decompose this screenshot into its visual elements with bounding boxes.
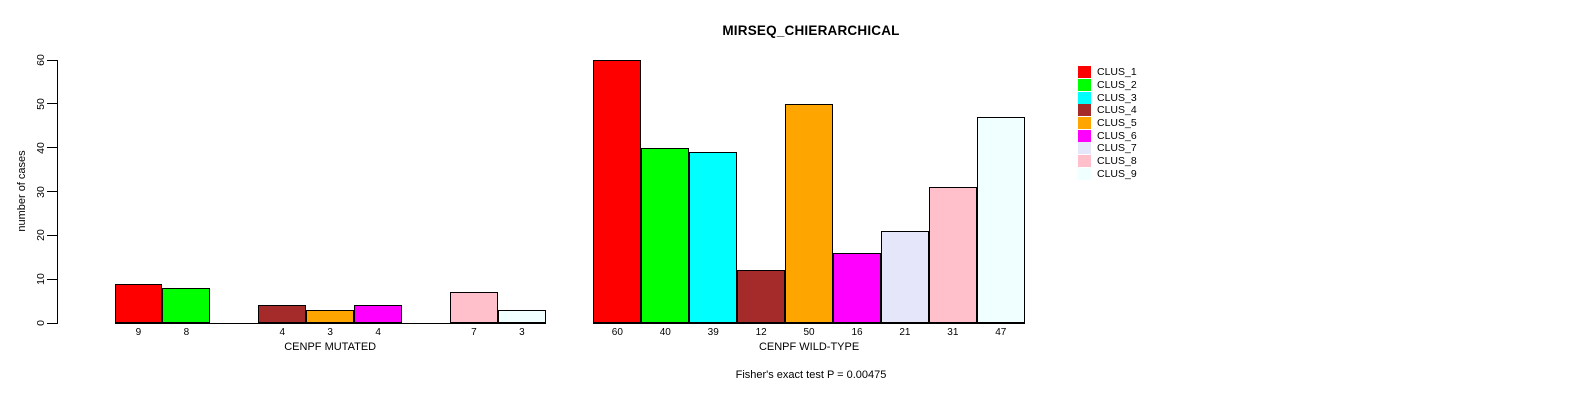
legend-swatch	[1078, 78, 1091, 91]
bar-clus_2	[641, 147, 690, 323]
legend-item: CLUS_8	[1078, 154, 1137, 168]
bar-value-label: 4	[375, 327, 381, 338]
legend-swatch	[1078, 91, 1091, 104]
bar-value-label: 60	[611, 327, 623, 338]
legend-item: CLUS_1	[1078, 66, 1137, 79]
bar-clus_8	[928, 187, 977, 323]
bar-value-label: 47	[995, 327, 1007, 338]
legend-swatch	[1078, 129, 1091, 142]
legend-item: CLUS_5	[1078, 116, 1137, 130]
y-tick-mark	[47, 322, 57, 324]
bar-value-label: 9	[135, 327, 142, 338]
bar-value-label: 39	[707, 327, 719, 338]
bar-clus_1	[114, 283, 163, 323]
bar-clus_4	[258, 305, 307, 323]
y-axis-line	[57, 60, 58, 324]
legend-label: CLUS_1	[1097, 66, 1137, 79]
bar-clus_5	[306, 309, 355, 323]
legend-swatch	[1078, 154, 1091, 167]
legend-swatch	[1078, 142, 1091, 155]
bar-value-label: 31	[947, 327, 959, 338]
legend-item: CLUS_9	[1078, 167, 1137, 180]
legend-label: CLUS_7	[1097, 142, 1137, 155]
bar-group	[593, 60, 1025, 324]
bar-value-label: 16	[851, 327, 863, 338]
bar-value-label: 3	[327, 327, 333, 338]
y-tick-mark	[47, 59, 57, 61]
bar-clus_1	[593, 60, 642, 323]
legend-item: CLUS_2	[1078, 78, 1137, 92]
bar-value-label: 12	[755, 327, 767, 338]
x-group-label: CENPF WILD-TYPE	[758, 341, 860, 353]
bar-value-label: 8	[183, 327, 190, 338]
y-tick-mark	[47, 278, 57, 280]
bar-value-label: 3	[519, 327, 525, 338]
legend-item: CLUS_7	[1078, 142, 1137, 155]
y-tick-mark	[47, 234, 57, 236]
fisher-test-caption: Fisher's exact test P = 0.00475	[735, 369, 887, 381]
legend-label: CLUS_5	[1097, 116, 1137, 129]
bar-clus_5	[785, 103, 834, 323]
bar-group	[114, 60, 546, 324]
legend-label: CLUS_3	[1097, 91, 1137, 104]
bar-clus_3	[689, 152, 738, 323]
bar-clus_6	[833, 252, 881, 323]
legend-swatch	[1078, 116, 1091, 129]
bar-clus_2	[162, 287, 211, 323]
bar-value-label: 50	[803, 327, 815, 338]
legend: CLUS_1 CLUS_2 CLUS_3 CLUS_4 CLUS_5 CLUS_6 CLUS…	[1078, 66, 1278, 196]
bar-clus_9	[976, 117, 1025, 323]
y-tick-mark	[47, 147, 57, 149]
bar-clus_4	[737, 270, 786, 323]
bar-clus_9	[497, 309, 546, 323]
bar-clus_8	[450, 292, 498, 323]
legend-item: CLUS_4	[1078, 104, 1137, 117]
x-group-label: CENPF MUTATED	[284, 341, 377, 353]
legend-label: CLUS_9	[1097, 167, 1137, 180]
legend-label: CLUS_4	[1097, 104, 1137, 117]
legend-swatch	[1078, 104, 1091, 117]
y-tick-mark	[47, 191, 57, 192]
legend-label: CLUS_6	[1097, 129, 1137, 142]
legend-label: CLUS_2	[1097, 78, 1137, 91]
bar-clus_6	[354, 305, 403, 323]
legend-item: CLUS_3	[1078, 91, 1137, 104]
legend-swatch	[1078, 167, 1091, 180]
bar-clus_7	[880, 230, 929, 323]
y-tick-mark	[47, 103, 57, 105]
legend-swatch	[1078, 66, 1091, 79]
legend-label: CLUS_8	[1097, 154, 1137, 167]
bar-value-label: 7	[471, 327, 477, 338]
bar-value-label: 21	[899, 327, 911, 338]
chart-title: MIRSEQ_CHIERARCHICAL	[722, 23, 900, 38]
bar-value-label: 40	[659, 327, 671, 338]
bar-value-label: 4	[279, 327, 286, 338]
legend-item: CLUS_6	[1078, 129, 1137, 142]
